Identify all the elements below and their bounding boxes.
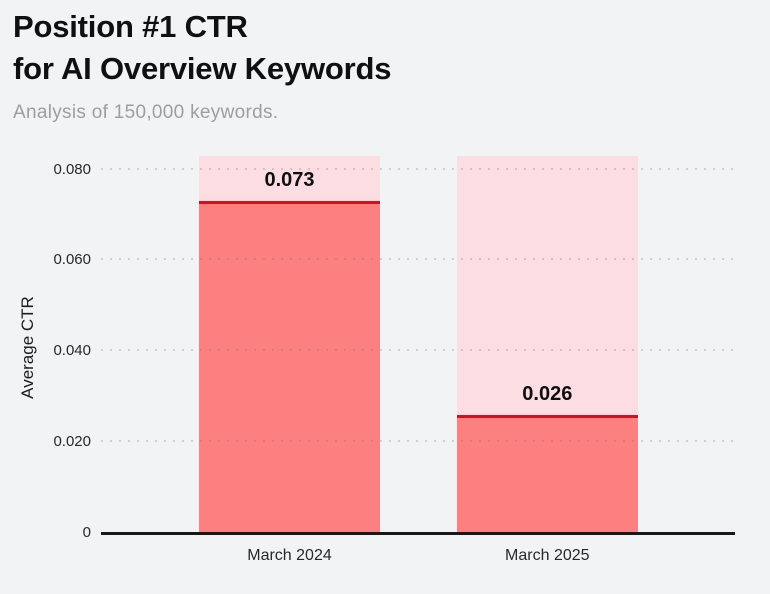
chart-subtitle: Analysis of 150,000 keywords. xyxy=(13,102,279,123)
bar xyxy=(456,414,638,533)
chart-header: Position #1 CTR for AI Overview Keywords… xyxy=(0,0,770,124)
bar xyxy=(199,201,380,533)
y-tick-label: 0 xyxy=(82,524,91,541)
bar-column: 0.026 xyxy=(456,156,638,533)
bar-value-label: 0.026 xyxy=(522,382,573,405)
x-tick-label: March 2024 xyxy=(247,547,332,564)
y-gridline xyxy=(101,258,738,261)
chart-title-line2: for AI Overview Keywords xyxy=(13,51,392,86)
x-axis-line xyxy=(101,532,735,535)
chart-title: Position #1 CTR for AI Overview Keywords xyxy=(13,6,770,90)
plot-area: 0 0.020 0.040 0.060 0.080 0.073 March 2024 0.02… xyxy=(53,156,738,564)
bar-column: 0.073 xyxy=(199,156,380,533)
y-gridline xyxy=(101,440,738,443)
x-tick-label: March 2025 xyxy=(505,547,590,564)
y-tick-label: 0.020 xyxy=(53,433,91,451)
y-gridline xyxy=(101,349,738,352)
y-gridline xyxy=(101,167,738,170)
y-tick-label: 0.080 xyxy=(53,160,91,178)
y-tick-label: 0.060 xyxy=(53,251,91,269)
chart-title-line1: Position #1 CTR xyxy=(13,9,248,44)
y-tick-label: 0.040 xyxy=(53,342,91,360)
bar-value-label: 0.073 xyxy=(264,169,315,192)
